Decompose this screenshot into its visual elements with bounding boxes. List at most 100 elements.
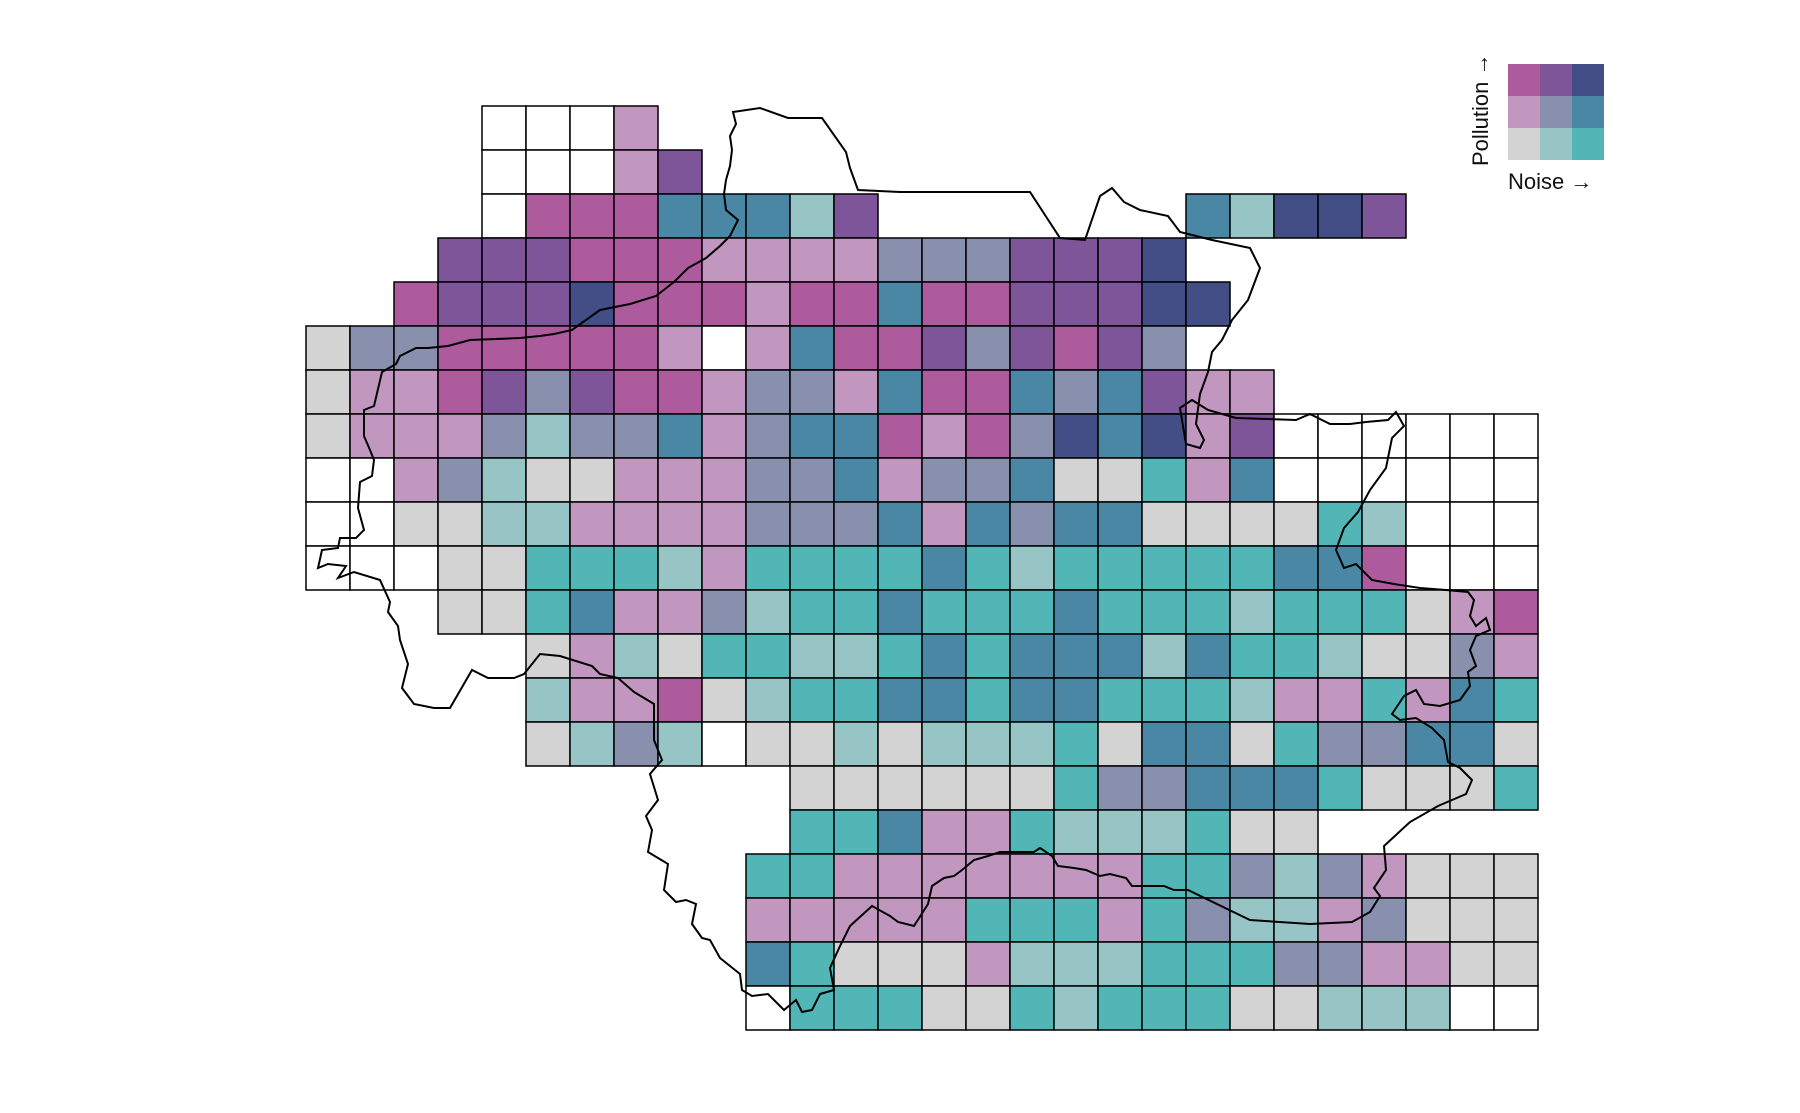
grid-cell (1009, 985, 1055, 1031)
grid-cell (701, 457, 747, 503)
grid-cell (525, 281, 571, 327)
grid-cell (921, 633, 967, 679)
grid-cell (393, 413, 439, 459)
grid-cell (1141, 589, 1187, 635)
grid-cell (1361, 941, 1407, 987)
grid-cell (1405, 545, 1451, 591)
legend-swatch (1540, 96, 1572, 128)
grid-cell (481, 589, 527, 635)
grid-cell (921, 281, 967, 327)
grid-cell (1317, 193, 1363, 239)
grid-cell (1317, 589, 1363, 635)
grid-cell (745, 457, 791, 503)
grid-cell (877, 677, 923, 723)
grid-cell (393, 501, 439, 547)
grid-cell (569, 633, 615, 679)
grid-cell (1185, 809, 1231, 855)
grid-cell (657, 369, 703, 415)
grid-cell (877, 897, 923, 943)
grid-cell (833, 457, 879, 503)
grid-cell (745, 941, 791, 987)
grid-cell (1229, 721, 1275, 767)
grid-cell (1009, 677, 1055, 723)
grid-cell (1009, 369, 1055, 415)
grid-cell (789, 413, 835, 459)
grid-cell (921, 237, 967, 283)
grid-cell (569, 457, 615, 503)
grid-cell (745, 237, 791, 283)
grid-cell (1229, 853, 1275, 899)
grid-cell (525, 369, 571, 415)
legend-swatch (1540, 128, 1572, 160)
grid-cell (657, 413, 703, 459)
grid-cell (1009, 765, 1055, 811)
grid-cell (657, 325, 703, 371)
grid-cell (745, 325, 791, 371)
grid-cell (525, 149, 571, 195)
grid-cell (877, 501, 923, 547)
grid-cell (525, 633, 571, 679)
grid-cell (833, 193, 879, 239)
grid-cell (789, 545, 835, 591)
grid-cell (1097, 721, 1143, 767)
grid-cell (1141, 809, 1187, 855)
grid-cell (965, 941, 1011, 987)
grid-cell (569, 501, 615, 547)
grid-cell (481, 413, 527, 459)
grid-cell (305, 369, 351, 415)
grid-cell (965, 633, 1011, 679)
grid-cell (921, 413, 967, 459)
grid-cell (1097, 633, 1143, 679)
grid-cell (1185, 413, 1231, 459)
grid-cell (789, 501, 835, 547)
grid-cell (1493, 897, 1539, 943)
grid-cell (1141, 281, 1187, 327)
grid-cell (789, 281, 835, 327)
grid-cell (1009, 721, 1055, 767)
grid-cell (1405, 633, 1451, 679)
grid-cell (1053, 413, 1099, 459)
grid-cell (877, 545, 923, 591)
grid-cell (701, 633, 747, 679)
grid-cell (481, 325, 527, 371)
grid-cell (613, 281, 659, 327)
grid-cell (481, 281, 527, 327)
grid-cell (1449, 545, 1495, 591)
grid-cell (745, 633, 791, 679)
grid-cell (833, 501, 879, 547)
grid-cell (569, 369, 615, 415)
legend-color-grid (1508, 64, 1604, 160)
grid-cell (1273, 677, 1319, 723)
grid-cell (1053, 501, 1099, 547)
grid-cell (481, 193, 527, 239)
grid-cell (569, 237, 615, 283)
grid-cell (569, 721, 615, 767)
grid-cell (569, 413, 615, 459)
grid-cell (1141, 325, 1187, 371)
grid-cell (1009, 501, 1055, 547)
grid-cell (965, 413, 1011, 459)
grid-cell (921, 545, 967, 591)
grid-cell (877, 721, 923, 767)
grid-cell (1229, 941, 1275, 987)
grid-cell (525, 677, 571, 723)
grid-cell (745, 853, 791, 899)
grid-cell (1273, 941, 1319, 987)
grid-cell (1273, 633, 1319, 679)
grid-cell (1141, 501, 1187, 547)
grid-cell (613, 149, 659, 195)
grid-cell (1405, 853, 1451, 899)
grid-cell (1361, 589, 1407, 635)
grid-cell (701, 589, 747, 635)
grid-cell (1097, 897, 1143, 943)
grid-cell (1493, 941, 1539, 987)
grid-cell (657, 457, 703, 503)
grid-cell (877, 325, 923, 371)
grid-cell (1009, 545, 1055, 591)
grid-cell (1185, 193, 1231, 239)
grid-cell (789, 677, 835, 723)
grid-cell (1361, 633, 1407, 679)
grid-cell (1009, 809, 1055, 855)
grid-cell (481, 501, 527, 547)
grid-cell (1141, 369, 1187, 415)
